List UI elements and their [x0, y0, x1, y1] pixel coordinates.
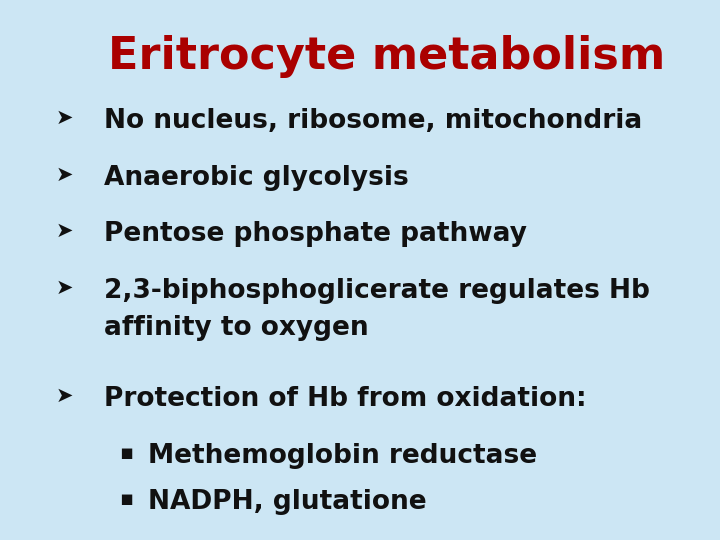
Text: affinity to oxygen: affinity to oxygen: [104, 315, 369, 341]
Text: Protection of Hb from oxidation:: Protection of Hb from oxidation:: [104, 386, 587, 412]
Text: Eritrocyte metabolism: Eritrocyte metabolism: [108, 35, 665, 78]
Text: ➤: ➤: [56, 108, 73, 128]
Text: ➤: ➤: [56, 165, 73, 185]
Text: 2,3-biphosphoglicerate regulates Hb: 2,3-biphosphoglicerate regulates Hb: [104, 278, 650, 304]
Text: ▪: ▪: [119, 443, 133, 463]
Text: Anaerobic glycolysis: Anaerobic glycolysis: [104, 165, 409, 191]
Text: ▪: ▪: [119, 489, 133, 509]
Text: Methemoglobin reductase: Methemoglobin reductase: [148, 443, 536, 469]
Text: ➤: ➤: [56, 278, 73, 298]
Text: Pentose phosphate pathway: Pentose phosphate pathway: [104, 221, 527, 247]
Text: NADPH, glutatione: NADPH, glutatione: [148, 489, 426, 515]
Text: ➤: ➤: [56, 386, 73, 406]
Text: No nucleus, ribosome, mitochondria: No nucleus, ribosome, mitochondria: [104, 108, 643, 134]
Text: ➤: ➤: [56, 221, 73, 241]
